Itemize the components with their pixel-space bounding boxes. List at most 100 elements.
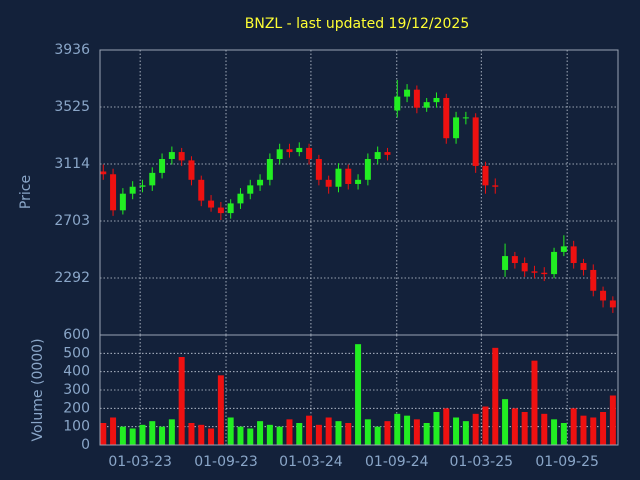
volume-bar	[237, 426, 244, 445]
candle-body	[521, 263, 528, 272]
chart-title: BNZL - last updated 19/12/2025	[245, 16, 469, 32]
candle-body	[149, 172, 156, 186]
candle-body	[384, 152, 391, 155]
volume-tick-label: 200	[63, 400, 90, 416]
candle-body	[423, 102, 430, 108]
candle-body	[217, 207, 224, 214]
candle-body	[325, 179, 332, 187]
candle-body	[159, 159, 166, 173]
y-tick-label: 3936	[54, 42, 90, 58]
candle-body	[413, 89, 420, 108]
volume-bar	[511, 408, 518, 445]
volume-bar	[110, 417, 117, 445]
candle-body	[345, 168, 352, 184]
volume-bar	[129, 428, 136, 445]
volume-bar	[502, 399, 509, 445]
volume-bar	[580, 415, 587, 445]
volume-bar	[286, 419, 293, 445]
volume-bar	[394, 413, 401, 445]
volume-bar	[178, 357, 185, 445]
volume-bar	[227, 417, 234, 445]
x-tick-label: 01-03-24	[279, 454, 343, 470]
candle-body	[178, 152, 185, 161]
candle-body	[433, 97, 440, 103]
volume-tick-label: 300	[63, 382, 90, 398]
candle-body	[100, 171, 107, 175]
candle-body	[570, 246, 577, 264]
candle-body	[453, 117, 460, 139]
candle-body	[551, 251, 558, 275]
volume-bar	[188, 423, 195, 445]
candle-body	[541, 272, 548, 275]
candle-body	[110, 174, 117, 211]
candle-body	[364, 159, 371, 180]
volume-bar	[208, 428, 215, 445]
volume-bar	[521, 412, 528, 445]
volume-frame	[99, 334, 619, 446]
y-tick-label: 3114	[54, 156, 90, 172]
candle-body	[237, 193, 244, 204]
volume-bar	[482, 406, 489, 445]
volume-bar	[364, 419, 371, 445]
candle-body	[119, 193, 126, 211]
candle-body	[247, 185, 254, 194]
candle-body	[188, 160, 195, 180]
volume-bar	[315, 424, 322, 445]
volume-bar	[159, 426, 166, 445]
candle-body	[198, 179, 205, 201]
volume-bar	[168, 419, 175, 445]
candle-body	[443, 97, 450, 139]
candle-body	[472, 117, 479, 166]
candle-body	[129, 186, 136, 194]
candle-body	[315, 159, 322, 180]
candle-body	[208, 200, 215, 208]
volume-bar	[443, 408, 450, 445]
candle-body	[394, 96, 401, 111]
y-tick-label: 2703	[54, 213, 90, 229]
candle-body	[227, 203, 234, 214]
volume-bar	[306, 415, 313, 445]
volume-bar	[560, 423, 567, 445]
y-axis-label: Price	[18, 175, 34, 209]
volume-tick-label: 400	[63, 364, 90, 380]
volume-bar	[374, 426, 381, 445]
volume-bar	[413, 419, 420, 445]
x-tick-label: 01-09-25	[535, 454, 599, 470]
volume-bar	[296, 423, 303, 445]
candle-body	[404, 89, 411, 97]
volume-tick-label: 500	[63, 345, 90, 361]
candle-body	[306, 147, 313, 160]
volume-bar	[600, 412, 607, 445]
volume-bar	[149, 421, 156, 445]
candle-body	[482, 165, 489, 186]
volume-bar	[541, 413, 548, 445]
volume-bar	[325, 417, 332, 445]
candle-body	[296, 147, 303, 153]
volume-bar	[551, 419, 558, 445]
candle-body	[374, 152, 381, 160]
volume-bar	[404, 415, 411, 445]
candle-body	[531, 271, 538, 273]
candle-body	[266, 159, 273, 180]
volume-bar	[590, 417, 597, 445]
x-tick-label: 01-03-25	[449, 454, 513, 470]
volume-bar	[266, 424, 273, 445]
candle-body	[462, 117, 469, 119]
volume-bar	[100, 423, 107, 445]
volume-bar	[462, 421, 469, 445]
volume-bar	[139, 424, 146, 445]
candle-body	[502, 256, 509, 270]
volume-bar	[384, 421, 391, 445]
candle-body	[276, 149, 283, 160]
x-tick-label: 01-09-23	[194, 454, 258, 470]
candle-body	[168, 152, 175, 160]
candle-body	[257, 179, 264, 186]
volume-axis-label: Volume (0000)	[30, 338, 46, 441]
x-tick-label: 01-09-24	[365, 454, 429, 470]
volume-bar	[423, 423, 430, 445]
volume-bar	[492, 347, 499, 445]
candle-body	[335, 168, 342, 187]
